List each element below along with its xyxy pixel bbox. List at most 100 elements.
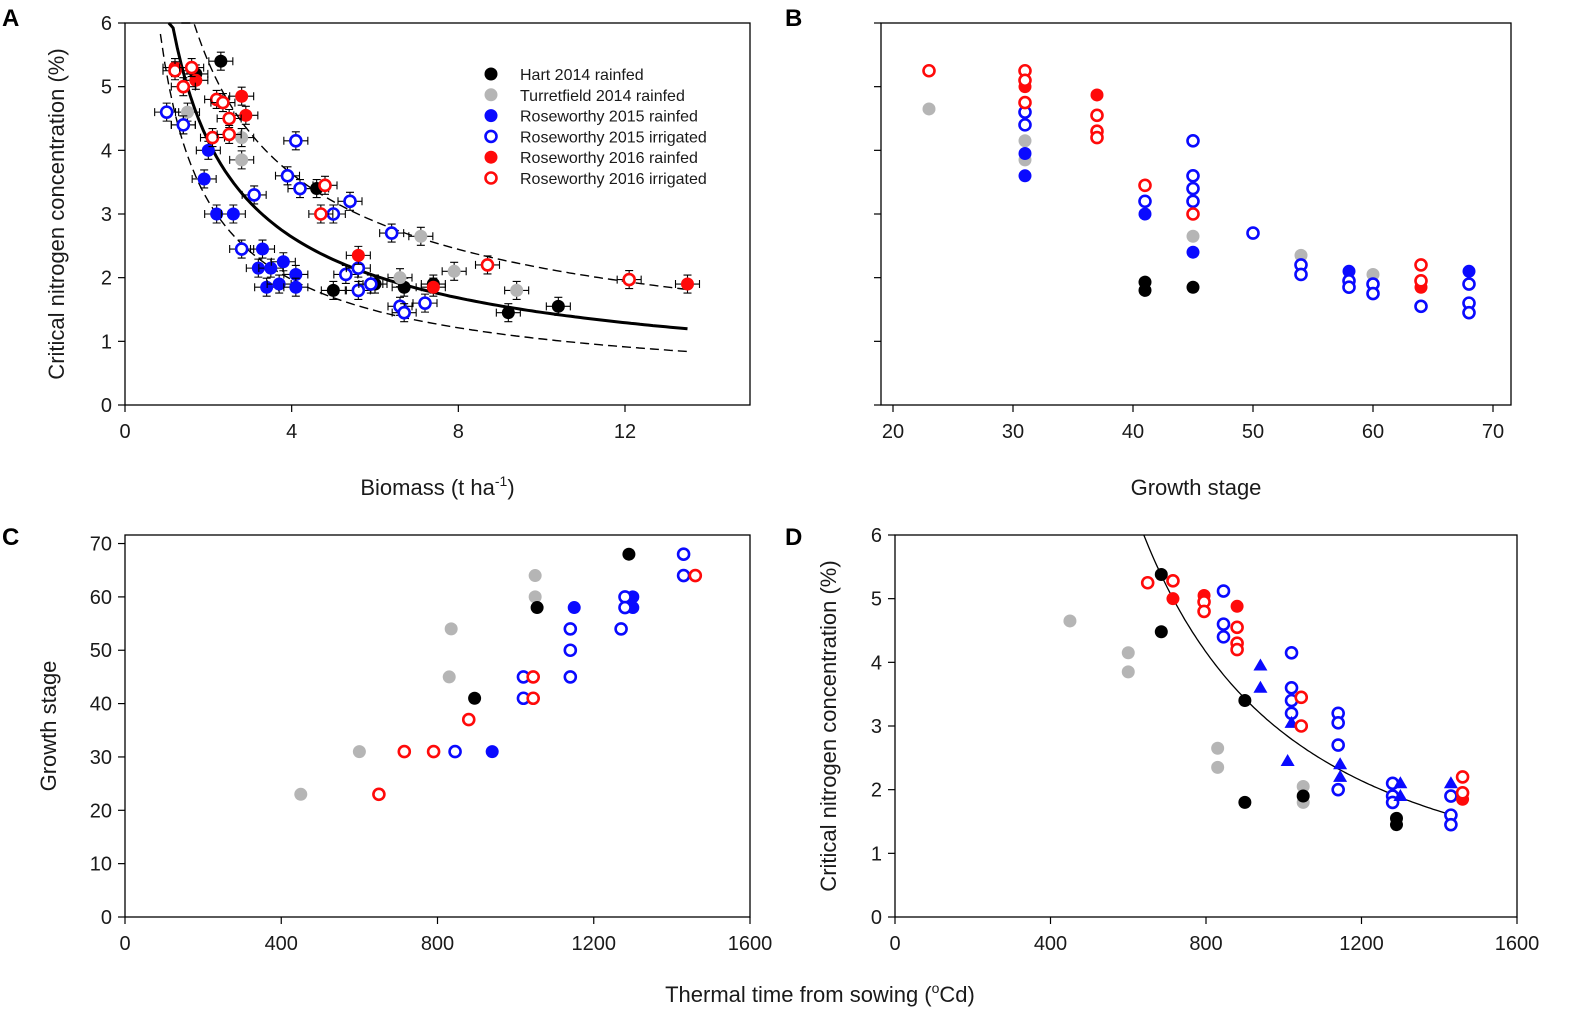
point-rose15_rf [272,277,286,291]
series-hart_rf [1154,567,1403,832]
point-rose15_irr [293,181,307,196]
point-rose15_irr [397,305,411,320]
series-rose15_irr [1018,105,1476,320]
x-axis-title-text: Growth stage [1131,475,1262,500]
point-rose15_irr [247,188,261,202]
point-rose16_irr [1455,770,1470,784]
y-tick-label: 6 [101,13,112,35]
point-rose15_irr [1331,738,1345,752]
series-turret_rf [922,102,1380,281]
x-axis-title-text: ) [507,475,514,500]
fitted-curve-dashed [181,22,688,291]
y-tick-label: 0 [101,907,112,929]
shared-x-title-text: Thermal time from sowing ( [665,982,932,1007]
x-tick-label: 400 [265,933,298,955]
point-rose15_rf [197,172,211,186]
point-hart_rf [1296,789,1310,803]
point-turret_rf [414,229,428,243]
point-rose15_irr [618,590,632,604]
point-rose16_irr [168,63,182,78]
point-rose16_irr [222,111,236,126]
point-rose16_irr [176,79,191,94]
point-turret_rf [1211,760,1225,774]
point-rose16_irr [526,691,541,706]
point-rose16_irr [205,130,220,145]
point-blue_tri [1253,658,1268,671]
point-hart_rf [1154,625,1168,639]
x-axis-title: Growth stage [1131,475,1262,500]
point-hart_rf [1138,283,1152,297]
legend-label: Roseworthy 2015 irrigated [520,129,707,146]
series-turret_rf [1063,614,1310,809]
y-axis-title: Critical nitrogen concentration (%) [44,48,69,379]
legend: Hart 2014 rainfed Turretfield 2014 rainfe… [484,67,707,188]
point-rose16_irr [1090,108,1104,123]
point-turret_rf [528,569,542,583]
y-tick-label: 60 [90,587,112,609]
point-turret_rf [484,88,498,102]
point-blue_tri [1333,757,1348,770]
point-rose15_irr [1216,630,1231,644]
x-tick-label: 12 [614,421,636,443]
fitted-curve-solid [167,22,688,331]
series-hart_rf [1138,275,1200,297]
point-rose16_irr [372,787,386,802]
point-rose16_irr [1455,786,1470,800]
point-hart_rf [1238,694,1252,708]
panel-letter: C [2,524,19,551]
point-rose16_irr [1294,690,1309,705]
point-rose15_rf [1018,147,1032,161]
point-rose15_irr [159,105,174,119]
legend-label: Turretfield 2014 rainfed [520,88,685,105]
y-tick-label: 20 [90,800,112,822]
legend-label: Roseworthy 2016 rainfed [520,150,698,167]
point-rose16_irr [1414,274,1428,288]
y-tick-label: 10 [90,854,112,876]
x-axis-title: Biomass (t ha-1) [360,473,514,500]
x-tick-label: 0 [119,933,130,955]
panel-letter: A [2,5,19,32]
point-rose15_rf [1342,264,1356,278]
point-turret_rf [1186,229,1200,243]
point-rose15_irr [280,169,295,183]
series-rose15_rf [191,140,309,297]
point-rose16_irr [318,178,332,193]
y-tick-label: 1 [871,843,882,865]
series-rose15_rf [485,590,640,759]
point-hart_rf [622,547,636,561]
legend-label: Roseworthy 2015 rainfed [520,109,698,126]
point-rose15_rf [567,601,581,615]
series-rose16_rf [1166,588,1470,806]
point-rose16_rf [1166,592,1180,606]
point-rose16_irr [1294,719,1309,733]
point-rose16_rf [681,277,694,291]
y-tick-label: 3 [871,716,882,738]
point-turret_rf [444,622,458,636]
y-tick-label: 4 [101,140,112,162]
point-rose15_irr [676,568,691,583]
x-tick-label: 1200 [572,933,617,955]
panel-letter: D [785,524,802,551]
x-tick-label: 50 [1242,421,1264,443]
y-tick-label: 50 [90,640,112,662]
x-tick-label: 0 [889,933,900,955]
point-turret_rf [442,670,456,684]
point-turret_rf [1296,779,1310,793]
series-rose16_rf [162,58,701,297]
point-rose16_irr [622,272,636,287]
point-rose16_rf [351,248,365,262]
point-rose16_rf [235,89,249,103]
x-tick-label: 60 [1362,421,1384,443]
y-axis-title: Growth stage [36,661,61,792]
point-rose16_rf [484,150,498,164]
point-hart_rf [1238,795,1252,809]
x-tick-label: 40 [1122,421,1144,443]
point-rose15_irr [1342,280,1356,295]
panel-c: 0 400 800 1200 1600 0 10 20 30 40 50 60 70 C Growth st… [2,524,772,955]
panel-d: 0 400 800 1200 1600 0 1 2 3 4 5 6 D Critical nitrogen… [785,524,1539,955]
point-turret_rf [1366,267,1380,281]
point-turret_rf [528,590,542,604]
series-rose16_irr [922,63,1428,288]
